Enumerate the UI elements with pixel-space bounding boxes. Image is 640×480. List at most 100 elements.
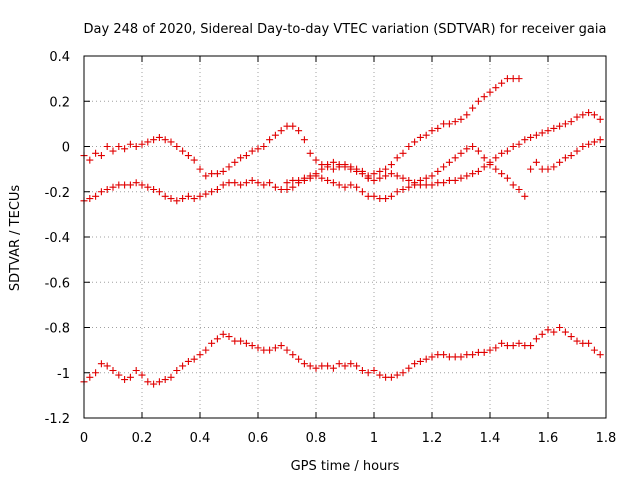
data-point xyxy=(202,172,210,180)
data-point xyxy=(492,165,500,173)
data-point xyxy=(387,161,395,169)
data-point xyxy=(213,335,221,343)
data-point xyxy=(179,147,187,155)
data-point xyxy=(457,115,465,123)
data-point xyxy=(503,174,511,182)
data-point xyxy=(596,136,604,144)
data-point xyxy=(498,339,506,347)
data-point xyxy=(538,330,546,338)
data-point xyxy=(324,161,332,169)
data-point xyxy=(312,170,320,178)
data-point xyxy=(329,158,337,166)
data-point xyxy=(254,145,262,153)
data-point xyxy=(196,192,204,200)
data-point xyxy=(428,181,436,189)
data-point xyxy=(300,360,308,368)
data-point xyxy=(428,353,436,361)
data-point xyxy=(480,163,488,171)
data-point xyxy=(469,143,477,150)
data-point xyxy=(144,138,152,146)
data-point xyxy=(150,185,158,193)
data-point xyxy=(532,158,540,166)
data-point xyxy=(254,179,262,187)
data-point xyxy=(353,183,361,191)
data-point xyxy=(532,131,540,139)
data-point xyxy=(126,140,134,148)
data-point xyxy=(399,185,407,193)
data-point xyxy=(109,183,117,191)
data-point xyxy=(579,143,587,150)
y-tick-labels: -1.2 -1 -0.8 -0.6 -0.4 -0.2 0 0.2 0.4 xyxy=(45,50,70,427)
x-tick-label: 1.2 xyxy=(422,431,443,446)
data-point xyxy=(266,346,274,354)
series-lower xyxy=(80,324,604,388)
data-point xyxy=(184,192,192,200)
data-point xyxy=(463,111,471,119)
data-point xyxy=(550,328,558,336)
data-point xyxy=(97,152,105,160)
data-point xyxy=(155,188,163,196)
data-point xyxy=(260,181,268,189)
data-point xyxy=(271,183,279,191)
data-point xyxy=(474,167,482,175)
data-point xyxy=(184,357,192,365)
data-point xyxy=(585,109,593,117)
data-point xyxy=(86,373,94,381)
y-tick-label: -0.6 xyxy=(45,276,70,291)
data-point xyxy=(219,167,227,175)
data-point xyxy=(561,120,569,128)
y-axis-label: SDTVAR / TECUs xyxy=(8,185,23,292)
data-point xyxy=(161,192,169,200)
data-point xyxy=(556,158,564,166)
data-point xyxy=(556,324,564,331)
data-point xyxy=(561,328,569,336)
series-hump xyxy=(283,158,372,187)
y-tick-label: 0.4 xyxy=(49,50,70,65)
data-point xyxy=(179,195,187,203)
data-point xyxy=(115,371,123,379)
data-point xyxy=(509,342,517,350)
data-point xyxy=(515,75,523,83)
data-point xyxy=(126,181,134,189)
data-point xyxy=(126,373,134,381)
grid-lines xyxy=(84,56,606,418)
data-point xyxy=(289,351,297,359)
data-point xyxy=(167,195,175,203)
data-point xyxy=(237,181,245,189)
data-point xyxy=(132,366,140,374)
data-point xyxy=(480,348,488,356)
data-point xyxy=(596,115,604,123)
data-point xyxy=(387,192,395,200)
data-point xyxy=(283,346,291,354)
data-point xyxy=(573,147,581,155)
data-point xyxy=(585,339,593,347)
data-point xyxy=(353,362,361,370)
data-point xyxy=(451,176,459,184)
data-point xyxy=(208,188,216,196)
data-point xyxy=(544,127,552,135)
data-point xyxy=(411,138,419,146)
data-point xyxy=(341,362,349,370)
data-point xyxy=(329,364,337,372)
x-tick-labels: 0 0.2 0.4 0.6 0.8 1 1.2 1.4 1.6 1.8 xyxy=(80,431,616,446)
data-point xyxy=(306,149,314,157)
data-point xyxy=(173,197,181,205)
data-point xyxy=(382,172,390,180)
data-point xyxy=(590,138,598,146)
chart-title: Day 248 of 2020, Sidereal Day-to-day VTE… xyxy=(84,22,607,37)
data-point xyxy=(561,154,569,162)
axis-ticks xyxy=(83,55,607,419)
x-tick-label: 0 xyxy=(80,431,88,446)
data-point xyxy=(527,342,535,350)
data-point xyxy=(103,185,111,193)
data-point xyxy=(341,183,349,191)
data-point xyxy=(440,351,448,359)
data-point xyxy=(196,351,204,359)
y-tick-label: 0.2 xyxy=(49,95,70,110)
data-point xyxy=(358,366,366,374)
data-point xyxy=(527,165,535,173)
data-point xyxy=(324,362,332,370)
data-point xyxy=(219,181,227,189)
x-tick-label: 1.6 xyxy=(538,431,559,446)
